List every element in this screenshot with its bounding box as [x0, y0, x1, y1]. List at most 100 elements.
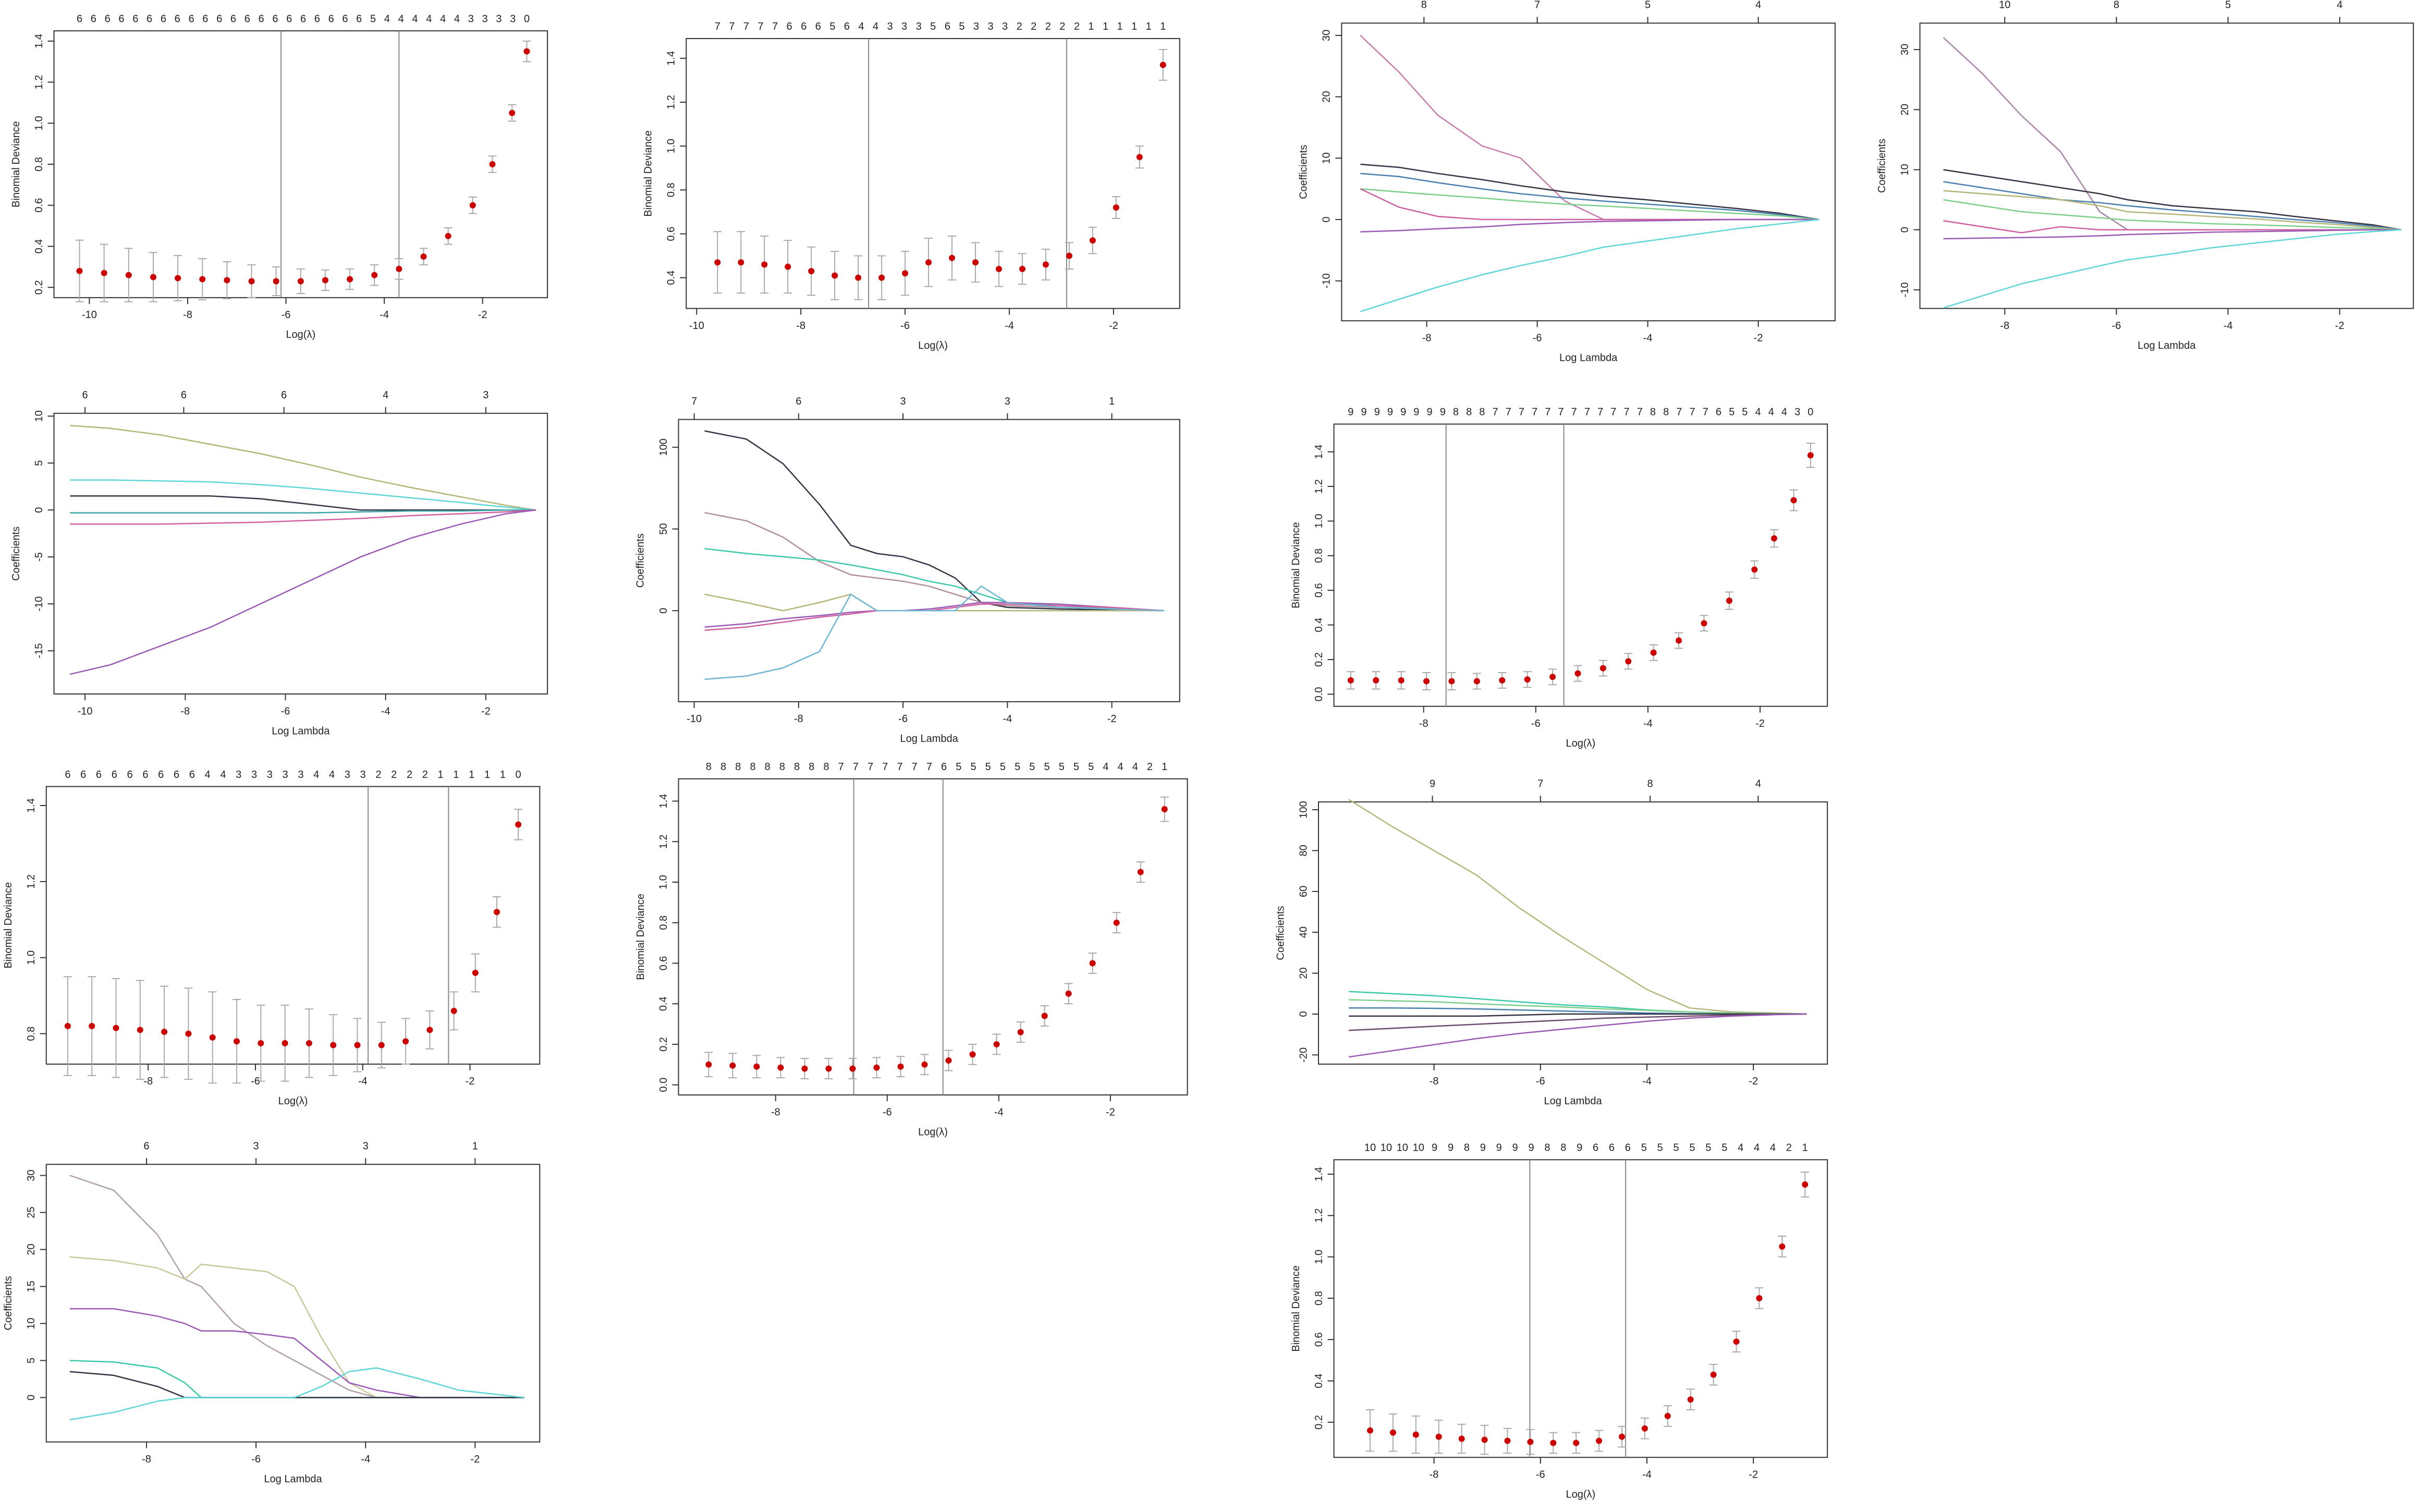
y-tick-label: 30 [1321, 30, 1333, 41]
x-tick-label: -2 [1107, 713, 1117, 725]
x-tick-label: -2 [478, 309, 487, 321]
coef-path [69, 1308, 524, 1398]
y-tick-label: 1.2 [658, 834, 669, 849]
point [705, 1061, 712, 1068]
y-tick-label: 1.2 [1313, 1208, 1325, 1223]
top-label: 7 [1689, 407, 1695, 418]
top-label: 3 [468, 13, 474, 25]
y-tick-label: 0.4 [666, 271, 677, 285]
top-label: 2 [1017, 21, 1022, 32]
y-tick-label: 1.0 [666, 139, 677, 153]
plot-frame [686, 38, 1180, 309]
y-tick-label: 0.4 [1313, 618, 1325, 632]
top-label: 4 [329, 769, 335, 781]
top-label: 10 [1364, 1142, 1376, 1154]
point [785, 263, 791, 270]
y-tick-label: 1.4 [26, 798, 37, 813]
x-tick-label: -6 [1536, 1469, 1545, 1481]
top-label: 7 [1597, 407, 1603, 418]
y-tick-label: 0 [1298, 1011, 1309, 1017]
y-tick-label: 10 [1321, 152, 1333, 164]
point [1373, 677, 1379, 684]
top-tick-label: 4 [383, 389, 388, 401]
top-label: 2 [1031, 21, 1036, 32]
top-label: 10 [1413, 1142, 1424, 1154]
top-label: 2 [407, 769, 412, 781]
point [1065, 990, 1072, 997]
point [445, 233, 451, 239]
x-tick-label: -8 [1422, 333, 1432, 344]
y-tick-label: 0.8 [666, 182, 677, 197]
point [493, 909, 500, 916]
point [753, 1063, 760, 1070]
top-label: 7 [912, 761, 918, 773]
y-axis-label: Coefficients [3, 1276, 14, 1330]
top-label: 2 [1786, 1142, 1792, 1154]
top-label: 5 [1705, 1142, 1711, 1154]
point [1113, 204, 1119, 211]
top-label: 7 [772, 21, 778, 32]
point [64, 1023, 71, 1030]
x-tick-label: -2 [1755, 718, 1765, 729]
x-tick-label: -8 [2000, 320, 2009, 332]
y-tick-label: -15 [33, 643, 45, 659]
point [402, 1038, 409, 1045]
top-tick-label: 1 [472, 1141, 478, 1152]
top-label: 6 [941, 761, 947, 773]
top-label: 6 [91, 13, 96, 25]
top-label: 6 [146, 13, 152, 25]
point [509, 109, 516, 116]
top-label: 6 [259, 13, 264, 25]
top-label: 4 [858, 21, 864, 32]
top-tick-label: 4 [1755, 778, 1761, 789]
y-tick-label: 100 [1298, 801, 1309, 818]
x-tick-label: -6 [282, 309, 291, 321]
top-label: 9 [1432, 1142, 1437, 1154]
point [921, 1061, 928, 1068]
point [1066, 252, 1072, 259]
plot-frame [678, 778, 1188, 1096]
coef-path [704, 430, 1164, 612]
x-tick-label: -2 [470, 1454, 480, 1465]
top-label: 6 [105, 13, 111, 25]
y-tick-label: 0.2 [1313, 652, 1325, 667]
point [185, 1030, 192, 1037]
top-label: 9 [1426, 407, 1432, 418]
x-axis-label: Log Lambda [264, 1473, 322, 1485]
x-tick-label: -10 [82, 309, 97, 321]
coef-path [1360, 218, 1819, 312]
point [1089, 960, 1096, 967]
top-label: 7 [1506, 407, 1511, 418]
y-axis-label: Coefficients [1275, 906, 1286, 960]
top-label: 6 [65, 769, 70, 781]
point [1664, 1412, 1671, 1419]
top-label: 5 [970, 761, 976, 773]
top-label: 4 [205, 769, 211, 781]
x-tick-label: -10 [687, 713, 702, 725]
top-label: 3 [360, 769, 366, 781]
top-label: 6 [1716, 407, 1721, 418]
coef-path [1360, 173, 1819, 221]
y-tick-label: 30 [26, 1169, 37, 1181]
y-tick-label: 1.0 [1313, 1250, 1325, 1264]
top-label: 1 [469, 769, 474, 781]
top-label: 2 [391, 769, 397, 781]
top-label: 5 [370, 13, 376, 25]
point [729, 1062, 736, 1069]
point [738, 259, 744, 266]
point [969, 1051, 976, 1058]
top-label: 10 [1397, 1142, 1408, 1154]
point [945, 1057, 952, 1064]
point [322, 277, 328, 284]
point [1089, 237, 1096, 244]
top-label: 5 [829, 21, 835, 32]
top-label: 8 [809, 761, 814, 773]
top-label: 6 [245, 13, 250, 25]
point [354, 1042, 361, 1048]
y-tick-label: -10 [1899, 282, 1911, 297]
point [258, 1040, 264, 1046]
top-label: 8 [735, 761, 741, 773]
top-label: 5 [1073, 761, 1079, 773]
y-tick-label: 1.4 [666, 51, 677, 66]
coef-path [70, 424, 536, 511]
